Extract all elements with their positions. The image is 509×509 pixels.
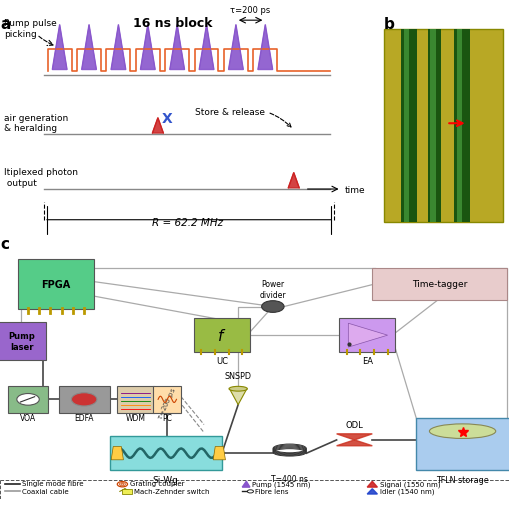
Text: ltiplexed photon
 output: ltiplexed photon output	[4, 168, 77, 187]
Polygon shape	[213, 447, 225, 460]
FancyBboxPatch shape	[153, 386, 181, 413]
Bar	[430, 30, 435, 222]
FancyBboxPatch shape	[415, 418, 509, 470]
Text: WDM: WDM	[125, 414, 146, 422]
Text: Pump (1545 nm): Pump (1545 nm)	[252, 480, 310, 487]
FancyBboxPatch shape	[193, 319, 249, 352]
Text: time: time	[345, 185, 365, 194]
Text: Signal (1550 nm): Signal (1550 nm)	[379, 480, 440, 487]
Bar	[456, 30, 461, 222]
Text: Fibre lens: Fibre lens	[254, 488, 288, 494]
Text: Si-Wg: Si-Wg	[153, 475, 178, 484]
Circle shape	[17, 394, 39, 405]
Text: $f$: $f$	[217, 327, 226, 343]
Text: Grating coupler: Grating coupler	[130, 480, 184, 487]
FancyBboxPatch shape	[18, 259, 94, 309]
Circle shape	[247, 490, 253, 493]
Text: air generation
& heralding: air generation & heralding	[4, 114, 68, 133]
Text: Pump
laser: Pump laser	[8, 332, 35, 351]
Text: T=400 ns: T=400 ns	[271, 474, 307, 484]
Text: Idler (1540 nm): Idler (1540 nm)	[379, 488, 434, 494]
Bar	[403, 30, 408, 222]
FancyBboxPatch shape	[109, 437, 221, 470]
Text: $\tau$=200 ps: $\tau$=200 ps	[155, 385, 179, 421]
FancyBboxPatch shape	[122, 489, 132, 494]
Text: VOA: VOA	[20, 414, 36, 422]
Polygon shape	[169, 25, 184, 70]
Text: Store & release: Store & release	[194, 108, 290, 128]
Bar	[454, 30, 469, 222]
Text: Coaxial cable: Coaxial cable	[22, 488, 69, 494]
FancyBboxPatch shape	[59, 386, 109, 413]
Ellipse shape	[229, 387, 247, 391]
Polygon shape	[242, 482, 249, 487]
Text: PC: PC	[162, 414, 172, 422]
Text: Pump pulse
picking: Pump pulse picking	[4, 19, 56, 39]
Text: 16 ns block: 16 ns block	[132, 17, 212, 30]
Text: Single mode fibre: Single mode fibre	[22, 480, 84, 487]
Text: UC: UC	[215, 356, 228, 365]
Text: EDFA: EDFA	[74, 414, 94, 422]
Text: c: c	[0, 237, 9, 252]
Text: R = 62.2 MHz: R = 62.2 MHz	[151, 218, 222, 228]
Text: SNSPD: SNSPD	[224, 372, 251, 380]
FancyBboxPatch shape	[117, 386, 154, 413]
Text: FPGA: FPGA	[41, 279, 71, 290]
Text: Power
divider: Power divider	[259, 280, 286, 299]
Polygon shape	[52, 25, 67, 70]
Polygon shape	[229, 389, 246, 405]
Polygon shape	[366, 482, 377, 487]
Text: Time-tagger: Time-tagger	[411, 280, 466, 289]
Polygon shape	[258, 25, 272, 70]
Circle shape	[261, 301, 284, 313]
FancyBboxPatch shape	[8, 386, 48, 413]
Text: EA: EA	[361, 356, 372, 365]
Polygon shape	[111, 25, 126, 70]
Polygon shape	[81, 25, 96, 70]
Circle shape	[71, 393, 97, 406]
Bar	[427, 30, 440, 222]
Text: TFLN storage: TFLN storage	[435, 475, 488, 485]
FancyBboxPatch shape	[383, 30, 502, 222]
Text: Mach-Zehnder switch: Mach-Zehnder switch	[133, 488, 209, 494]
Polygon shape	[228, 25, 243, 70]
Polygon shape	[348, 324, 387, 348]
Polygon shape	[336, 434, 372, 446]
Ellipse shape	[429, 424, 495, 439]
FancyBboxPatch shape	[338, 319, 394, 352]
Polygon shape	[366, 489, 377, 494]
Polygon shape	[140, 25, 155, 70]
Text: τ=200 ps: τ=200 ps	[230, 6, 270, 15]
Polygon shape	[111, 447, 123, 460]
Polygon shape	[199, 25, 213, 70]
FancyBboxPatch shape	[0, 323, 46, 360]
Text: X: X	[161, 112, 172, 126]
Text: b: b	[383, 17, 394, 32]
Polygon shape	[152, 119, 163, 134]
FancyBboxPatch shape	[372, 269, 506, 300]
Text: ODL: ODL	[345, 420, 362, 430]
Bar	[401, 30, 416, 222]
Polygon shape	[288, 173, 299, 188]
Text: a: a	[0, 17, 10, 32]
